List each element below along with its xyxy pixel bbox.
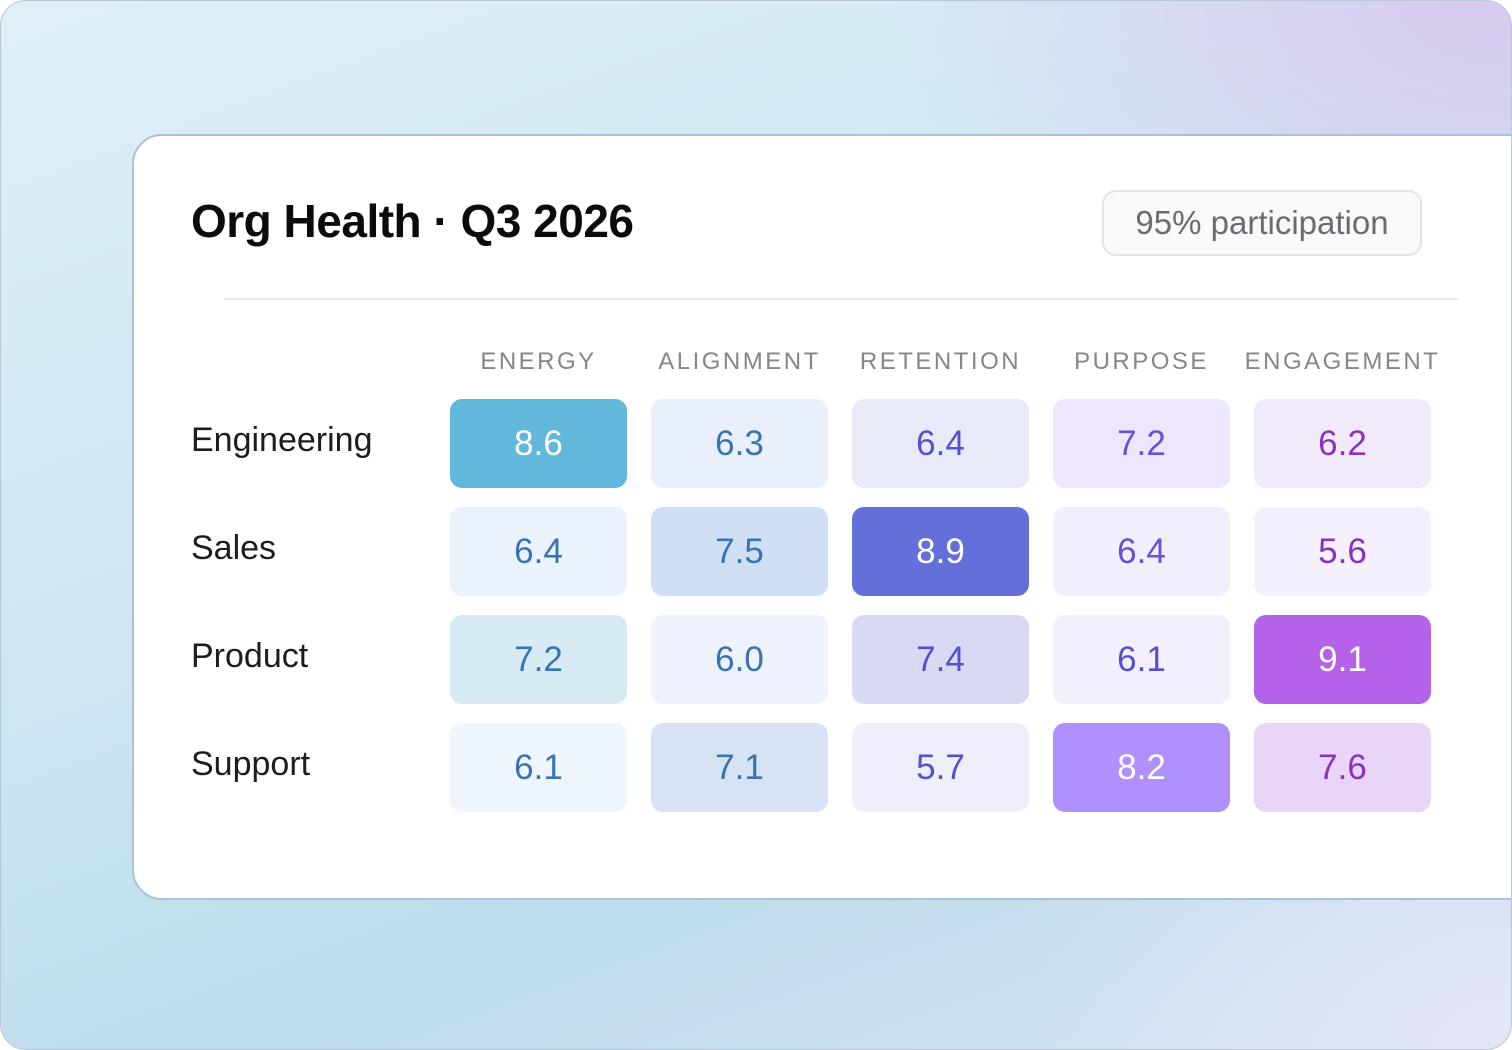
heatmap-cell-product-engagement[interactable]: 9.1: [1254, 615, 1431, 704]
row-label-sales: Sales: [191, 529, 277, 567]
column-header-retention: RETENTION: [859, 348, 1022, 375]
heatmap-cell-product-purpose[interactable]: 6.1: [1053, 615, 1230, 704]
heatmap-cell-sales-alignment[interactable]: 7.5: [651, 507, 828, 596]
heatmap-cell-product-energy[interactable]: 7.2: [450, 615, 627, 704]
column-header-energy: ENERGY: [480, 348, 597, 375]
participation-badge: 95% participation: [1102, 190, 1422, 256]
heatmap-cell-sales-purpose[interactable]: 6.4: [1053, 507, 1230, 596]
heatmap-cell-engineering-purpose[interactable]: 7.2: [1053, 399, 1230, 488]
heatmap-cell-product-retention[interactable]: 7.4: [852, 615, 1029, 704]
heatmap-cell-sales-energy[interactable]: 6.4: [450, 507, 627, 596]
row-label-support: Support: [191, 745, 311, 783]
heatmap-cell-support-energy[interactable]: 6.1: [450, 723, 627, 812]
heatmap-cell-engineering-alignment[interactable]: 6.3: [651, 399, 828, 488]
heatmap-cell-sales-engagement[interactable]: 5.6: [1254, 507, 1431, 596]
heatmap-cell-engineering-retention[interactable]: 6.4: [852, 399, 1029, 488]
column-header-engagement: ENGAGEMENT: [1244, 348, 1441, 375]
column-header-alignment: ALIGNMENT: [658, 348, 821, 375]
row-label-engineering: Engineering: [191, 421, 373, 459]
org-health-card: Org Health · Q3 2026 95% participation E…: [132, 134, 1511, 900]
card-title: Org Health · Q3 2026: [191, 195, 634, 247]
heatmap-cell-support-retention[interactable]: 5.7: [852, 723, 1029, 812]
heatmap-cell-support-engagement[interactable]: 7.6: [1254, 723, 1431, 812]
heatmap-cell-sales-retention[interactable]: 8.9: [852, 507, 1029, 596]
heatmap-cell-product-alignment[interactable]: 6.0: [651, 615, 828, 704]
heatmap-cell-support-alignment[interactable]: 7.1: [651, 723, 828, 812]
heatmap-cell-engineering-energy[interactable]: 8.6: [450, 399, 627, 488]
row-label-product: Product: [191, 637, 309, 675]
header-divider: [224, 298, 1458, 300]
heatmap-cell-support-purpose[interactable]: 8.2: [1053, 723, 1230, 812]
heatmap-cell-engineering-engagement[interactable]: 6.2: [1254, 399, 1431, 488]
column-header-purpose: PURPOSE: [1074, 348, 1209, 375]
